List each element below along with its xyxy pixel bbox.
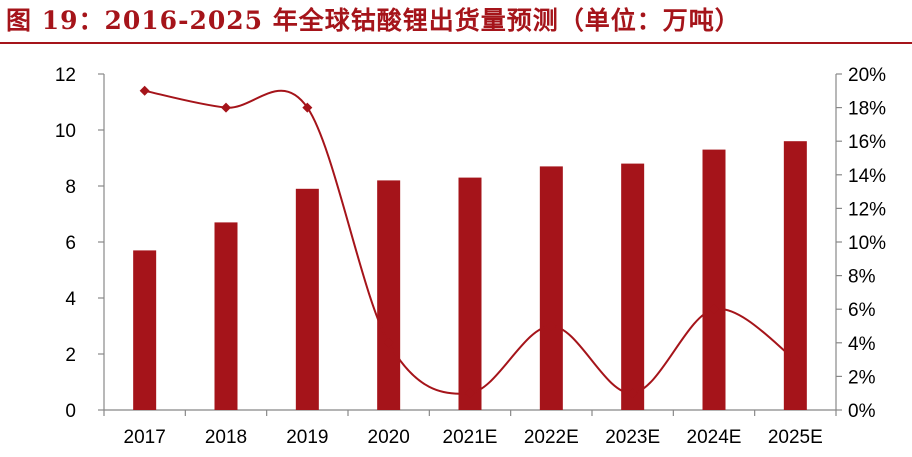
left-tick-label: 8 [65, 177, 76, 198]
line-point [139, 85, 150, 96]
line-point [302, 102, 313, 113]
left-tick-label: 4 [65, 289, 76, 310]
x-tick-label: 2017 [124, 427, 166, 448]
right-tick-label: 12% [848, 199, 886, 220]
right-tick-label: 6% [848, 300, 876, 321]
x-tick-label: 2019 [286, 427, 328, 448]
bar-series [133, 141, 807, 410]
title-divider [0, 42, 912, 44]
line-point [790, 354, 801, 365]
left-tick-label: 10 [55, 121, 76, 142]
right-tick-label: 0% [848, 401, 876, 422]
x-tick-label: 2021E [443, 427, 498, 448]
x-tick-label: 2023E [605, 427, 660, 448]
line-point [546, 321, 557, 331]
left-tick-label: 6 [65, 233, 76, 254]
page-title: 图 19：2016-2025 年全球钴酸锂出货量预测（单位：万吨） [6, 6, 741, 35]
right-tick-label: 2% [848, 367, 876, 388]
left-tick-label: 0 [65, 401, 76, 422]
bar [133, 250, 157, 410]
bar [458, 177, 482, 410]
x-tick-label: 2025E [768, 427, 823, 448]
line-point [709, 304, 719, 315]
right-tick-label: 14% [848, 166, 886, 187]
bar [377, 180, 401, 410]
line-point [221, 102, 231, 113]
right-tick-label: 18% [848, 99, 886, 120]
x-tick-label: 2018 [205, 427, 247, 448]
bar [214, 222, 238, 410]
right-tick-label: 16% [848, 132, 886, 153]
line-point [383, 337, 394, 348]
bar [702, 149, 726, 410]
line-point [627, 388, 638, 399]
line-point [465, 388, 475, 399]
left-tick-label: 2 [65, 345, 76, 366]
right-tick-label: 4% [848, 334, 876, 355]
tick-labels: 0 2 4 6 8 10 12 0% 2% 4% 6% 8% 10% 12% 14% 16% 18% 20% 201… [55, 65, 886, 448]
left-tick-label: 12 [55, 65, 76, 86]
x-tick-label: 2020 [368, 427, 410, 448]
bar [621, 163, 645, 410]
right-tick-label: 8% [848, 267, 876, 288]
right-tick-label: 20% [848, 65, 886, 86]
bar [783, 141, 807, 410]
bar [539, 166, 563, 410]
x-tick-label: 2024E [687, 427, 742, 448]
x-tick-label: 2022E [524, 427, 579, 448]
bar [295, 188, 319, 410]
right-tick-label: 10% [848, 233, 886, 254]
line-series [139, 85, 801, 399]
title-bar: 图 19：2016-2025 年全球钴酸锂出货量预测（单位：万吨） [0, 0, 912, 44]
